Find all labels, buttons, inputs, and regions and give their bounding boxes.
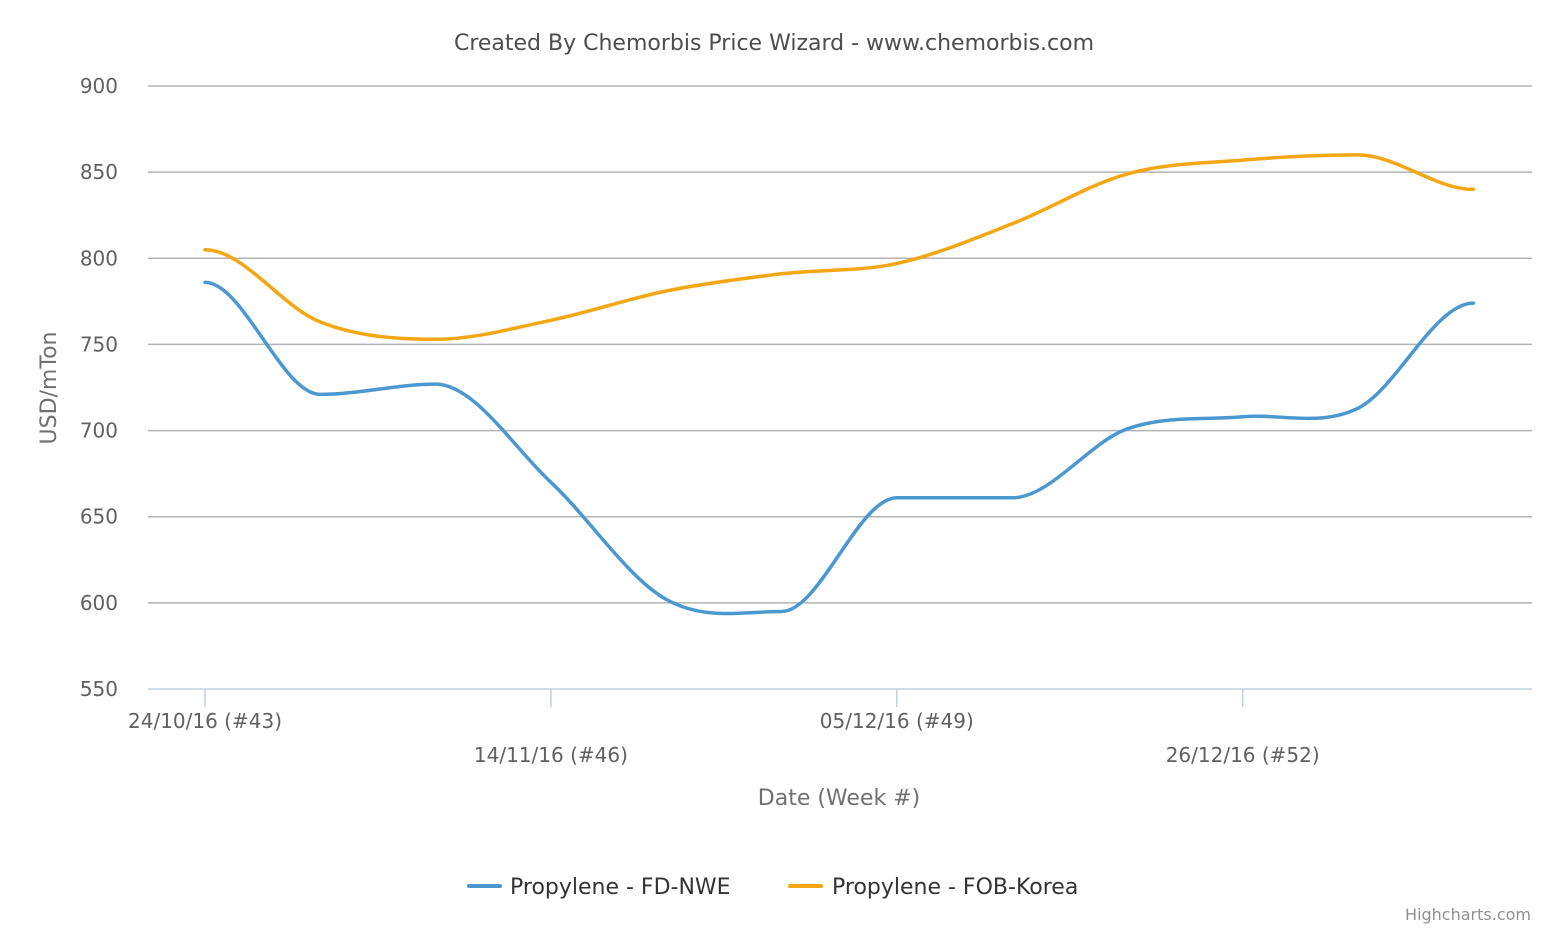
x-axis-title: Date (Week #) — [758, 786, 920, 811]
y-tick-label: 750 — [80, 332, 118, 356]
series-line-fd-nwe[interactable] — [203, 280, 1476, 616]
y-tick-label: 600 — [80, 591, 118, 615]
gridlines — [148, 85, 1532, 604]
x-tick-label: 14/11/16 (#46) — [474, 743, 628, 767]
y-axis-ticks: 900 850 800 750 700 650 600 550 — [80, 74, 118, 701]
legend-label: Propylene - FOB-Korea — [832, 875, 1078, 900]
y-tick-label: 550 — [80, 677, 118, 701]
legend-item-fd-nwe[interactable]: Propylene - FD-NWE — [467, 875, 731, 900]
y-tick-label: 850 — [80, 160, 118, 184]
y-tick-label: 650 — [80, 505, 118, 529]
x-tick-label: 26/12/16 (#52) — [1166, 743, 1320, 767]
y-tick-label: 800 — [80, 246, 118, 270]
chart-title: Created By Chemorbis Price Wizard - www.… — [454, 31, 1094, 56]
series-line-fob-korea[interactable] — [203, 153, 1476, 342]
series-lines — [203, 153, 1476, 616]
legend-item-fob-korea[interactable]: Propylene - FOB-Korea — [788, 875, 1078, 900]
legend: Propylene - FD-NWE Propylene - FOB-Korea — [467, 875, 1078, 900]
x-tick-label: 24/10/16 (#43) — [128, 709, 282, 733]
y-tick-label: 900 — [80, 74, 118, 98]
x-axis-ticks: 24/10/16 (#43) 14/11/16 (#46) 05/12/16 (#4… — [128, 689, 1320, 767]
y-axis-title: USD/mTon — [37, 332, 62, 445]
x-tick-label: 05/12/16 (#49) — [820, 709, 974, 733]
y-tick-label: 700 — [80, 419, 118, 443]
credits-link[interactable]: Highcharts.com — [1405, 905, 1531, 924]
legend-label: Propylene - FD-NWE — [510, 875, 731, 900]
